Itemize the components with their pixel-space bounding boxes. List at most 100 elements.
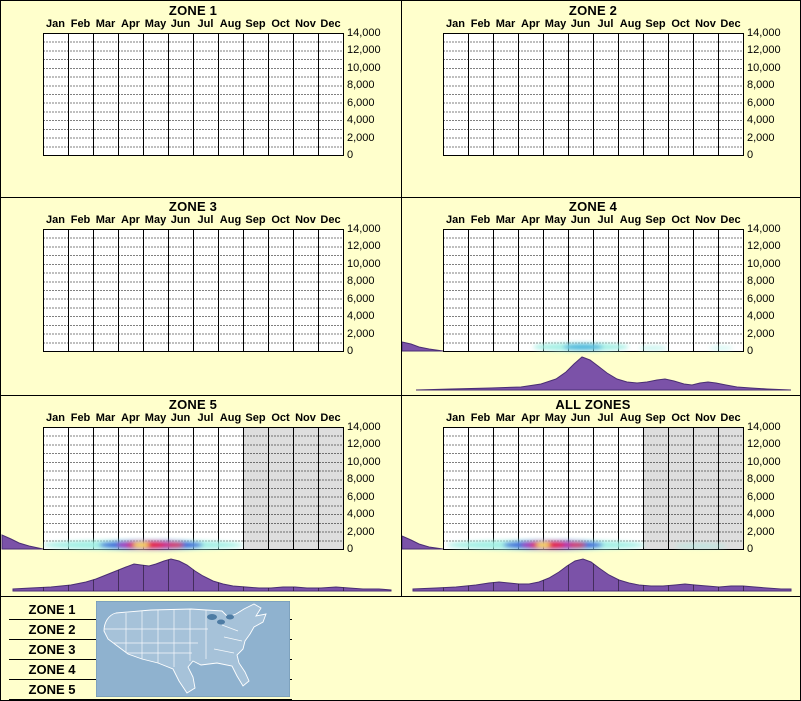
zone3-y-tick: 14,000 [347, 223, 381, 235]
zone5-month-label-dec: Dec [320, 412, 341, 424]
zone4-y-tick: 8,000 [747, 275, 775, 288]
allzones-plot-canvas [401, 427, 792, 592]
zone3-y-tick: 4,000 [347, 310, 375, 323]
zone5-month-label-jul: Jul [197, 412, 214, 424]
zone2-y-tick: 2,000 [747, 131, 775, 144]
zone2-y-tick: 14,000 [747, 27, 781, 39]
zone4-month-label-nov: Nov [695, 214, 716, 226]
allzones-y-tick: 2,000 [747, 525, 775, 538]
zone5-month-label-jan: Jan [46, 412, 65, 424]
allzones-y-tick: 8,000 [747, 473, 775, 486]
zone2-month-label-oct: Oct [671, 18, 690, 30]
zone4-y-tick: 10,000 [747, 257, 781, 270]
zone2-month-label-jul: Jul [597, 18, 614, 30]
allzones-month-label-aug: Aug [619, 412, 642, 424]
zone4-monthly-density-ridge [415, 356, 792, 391]
divider-row-2 [1, 395, 800, 396]
zone2-plot-canvas [443, 33, 744, 156]
zone2-month-label-nov: Nov [695, 18, 716, 30]
legend-item-zone-4: ZONE 4 [28, 662, 76, 677]
zone2-y-tick: 6,000 [747, 96, 775, 109]
zone5-monthly-density-ridge [12, 558, 392, 592]
zone5-month-label-nov: Nov [295, 412, 316, 424]
zone2-y-tick: 8,000 [747, 79, 775, 92]
panel-zone3: ZONE 3 Jan Feb Mar Apr May Jun Jul Aug Sep Oct Nov D… [1, 197, 401, 395]
zone4-month-label-aug: Aug [619, 214, 642, 226]
zone3-month-label-jul: Jul [197, 214, 214, 226]
zone4-month-label-sep: Sep [645, 214, 666, 226]
zone2-month-label-apr: Apr [521, 18, 540, 30]
zone3-y-tick: 8,000 [347, 275, 375, 288]
zone3-month-label-may: May [144, 214, 167, 226]
zone1-month-label-aug: Aug [219, 18, 242, 30]
zone3-month-label-jun: Jun [170, 214, 191, 226]
zone5-month-label-apr: Apr [121, 412, 140, 424]
zone4-y-tick: 2,000 [747, 327, 775, 340]
zone4-month-label-may: May [544, 214, 567, 226]
zone2-month-label-feb: Feb [470, 18, 491, 30]
zone1-month-label-nov: Nov [295, 18, 316, 30]
zone1-title: ZONE 1 [168, 3, 218, 18]
zone1-month-label-jul: Jul [197, 18, 214, 30]
zone4-title: ZONE 4 [568, 199, 618, 214]
allzones-y-tick: 12,000 [747, 438, 781, 451]
zone5-month-label-may: May [144, 412, 167, 424]
zone3-y-tick: 0 [347, 345, 354, 357]
panel-zone2: ZONE 2 Jan Feb Mar Apr May Jun Jul Aug Sep Oct Nov D… [401, 1, 800, 197]
zone2-month-label-jan: Jan [446, 18, 465, 30]
allzones-y-tick: 0 [747, 543, 754, 555]
allzones-month-label-oct: Oct [671, 412, 690, 424]
allzones-month-label-apr: Apr [521, 412, 540, 424]
zone1-month-label-mar: Mar [95, 18, 116, 30]
zone3-y-tick: 6,000 [347, 292, 375, 305]
divider-row-1 [1, 197, 800, 198]
panel-allzones: ALL ZONES Jan Feb Mar Apr May Jun Jul Aug Sep Oct N… [401, 395, 800, 596]
zone5-y-tick: 14,000 [347, 421, 381, 433]
allzones-month-label-jun: Jun [570, 412, 591, 424]
zone2-month-label-sep: Sep [645, 18, 666, 30]
zone2-y-tick: 10,000 [747, 61, 781, 74]
allzones-month-label-jan: Jan [446, 412, 465, 424]
allzones-month-label-may: May [544, 412, 567, 424]
zone4-month-label-jan: Jan [446, 214, 465, 226]
zone3-y-tick: 12,000 [347, 240, 381, 253]
zone2-title: ZONE 2 [568, 3, 618, 18]
zone1-month-label-sep: Sep [245, 18, 266, 30]
zone5-y-tick: 4,000 [347, 508, 375, 521]
zone1-plot-canvas [43, 33, 344, 156]
legend-item-zone-2: ZONE 2 [28, 622, 76, 637]
zone3-plot-canvas [43, 229, 344, 352]
legend-item-zone-1: ZONE 1 [28, 602, 76, 617]
zone5-y-tick: 2,000 [347, 525, 375, 538]
allzones-month-label-sep: Sep [645, 412, 666, 424]
zone5-y-tick: 8,000 [347, 473, 375, 486]
zone1-y-tick: 0 [347, 149, 354, 161]
zone5-title: ZONE 5 [168, 397, 218, 412]
zone2-month-label-dec: Dec [720, 18, 741, 30]
zone1-month-label-feb: Feb [70, 18, 91, 30]
zone3-month-label-nov: Nov [295, 214, 316, 226]
allzones-monthly-density-ridge [412, 558, 792, 592]
zone5-plot-canvas [1, 427, 392, 592]
zone2-month-label-jun: Jun [570, 18, 591, 30]
zone3-month-label-jan: Jan [46, 214, 65, 226]
zone4-y-tick: 4,000 [747, 310, 775, 323]
zone3-month-label-dec: Dec [320, 214, 341, 226]
zone5-month-label-sep: Sep [245, 412, 266, 424]
allzones-month-label-feb: Feb [470, 412, 491, 424]
zone2-month-label-may: May [544, 18, 567, 30]
zone1-y-tick: 2,000 [347, 131, 375, 144]
allzones-month-label-jul: Jul [597, 412, 614, 424]
zone1-month-label-jan: Jan [46, 18, 65, 30]
zone5-month-label-aug: Aug [219, 412, 242, 424]
panel-zone5: ZONE 5 Jan Feb Mar Apr May Jun Jul Aug Sep Oct Nov D… [1, 395, 401, 596]
zone4-y-tick: 6,000 [747, 292, 775, 305]
zone5-heat-band [43, 540, 243, 550]
zone4-month-label-feb: Feb [470, 214, 491, 226]
legend-item-zone-5: ZONE 5 [28, 682, 76, 697]
zone4-heat-band [533, 343, 733, 351]
zone1-month-label-dec: Dec [320, 18, 341, 30]
allzones-y-tick: 14,000 [747, 421, 781, 433]
zone1-y-tick: 14,000 [347, 27, 381, 39]
